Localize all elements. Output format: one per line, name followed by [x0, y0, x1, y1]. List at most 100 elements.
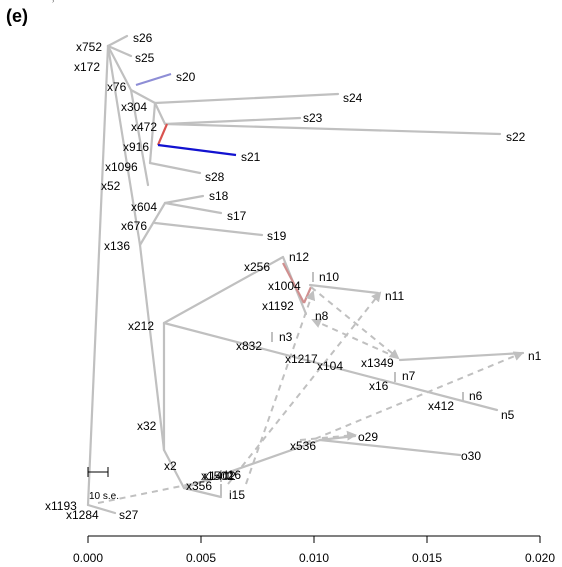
node-label-x412: x412 — [428, 399, 454, 413]
tree-edges — [86, 34, 525, 515]
node-label-s24: s24 — [343, 91, 363, 105]
leaf-ticks — [220, 272, 464, 496]
node-label-x604: x604 — [131, 200, 157, 214]
node-label-i15: i15 — [229, 488, 245, 502]
node-label-s17: s17 — [227, 209, 247, 223]
edge-root-s27 — [86, 503, 117, 515]
edge-x172-x136 — [106, 44, 142, 247]
dashed-migrations — [97, 286, 524, 504]
migration-edge-s20 — [135, 72, 172, 87]
edge-x604-s17 — [163, 201, 223, 215]
migration-edge-x256-x1192 — [282, 262, 305, 304]
edge-x1349-n1 — [398, 351, 525, 362]
node-label-n7: n7 — [402, 369, 416, 383]
x-axis-tick-label: 0.000 — [73, 551, 103, 565]
node-label-x1402: x1402 — [203, 469, 236, 483]
node-label-s22: s22 — [506, 130, 526, 144]
node-label-x536: x536 — [290, 439, 316, 453]
node-label-n6: n6 — [469, 389, 483, 403]
dashed-arrow-n11 — [227, 291, 382, 485]
dashed-arrow-x1004 — [245, 290, 316, 485]
node-label-x472: x472 — [131, 120, 157, 134]
x-axis-tick-label: 0.010 — [299, 551, 329, 565]
edge-x212-n5 — [162, 321, 499, 412]
node-label-s25: s25 — [135, 51, 155, 65]
edge-x2-x1502 — [182, 486, 223, 499]
node-label-s18: s18 — [209, 189, 229, 203]
node-label-n1: n1 — [528, 349, 542, 363]
node-label-n12: n12 — [289, 250, 309, 264]
node-label-x2: x2 — [164, 459, 177, 473]
edge-x32-x2 — [162, 448, 186, 490]
edge-x472-s23 — [163, 116, 302, 126]
node-label-s20: s20 — [176, 70, 196, 84]
node-label-s28: s28 — [205, 170, 225, 184]
node-label-x1284: x1284 — [66, 508, 99, 522]
x-axis: 0.000 0.005 0.010 0.015 0.020 — [73, 535, 555, 565]
node-label-x212: x212 — [128, 319, 154, 333]
node-label-x1096: x1096 — [105, 160, 138, 174]
node-label-x1502: x1502 — [201, 469, 234, 483]
scale-bar — [87, 467, 109, 477]
edge-x1004-n11 — [308, 283, 380, 295]
x-axis-tick-label: 0.015 — [412, 551, 442, 565]
edge-x604-s18 — [163, 194, 205, 205]
node-label-x32: x32 — [137, 419, 157, 433]
node-label-x104: x104 — [317, 359, 343, 373]
edge-x212-x256 — [162, 255, 285, 325]
node-label-x256: x256 — [244, 260, 270, 274]
edge-x304-x472 — [153, 101, 167, 126]
node-label-s26: s26 — [133, 31, 153, 45]
node-label-o30: o30 — [461, 449, 481, 463]
node-label-x1192: x1192 — [262, 299, 294, 313]
edge-x76-x52 — [129, 88, 150, 187]
node-label-i16: i16 — [225, 468, 241, 482]
node-label-s27: s27 — [119, 508, 139, 522]
node-label-x1193: x1193 — [45, 499, 77, 513]
node-label-x172: x172 — [74, 60, 100, 74]
edge-x304-x1096 — [148, 101, 157, 165]
x-axis-tick-label: 0.005 — [186, 551, 216, 565]
node-label-n10: n10 — [319, 270, 339, 284]
x-axis-tick-label: 0.020 — [525, 551, 555, 565]
node-label-x16: x16 — [369, 379, 389, 393]
node-label-x304: x304 — [121, 100, 147, 114]
edge-x472-s22 — [163, 122, 502, 136]
node-label-o29: o29 — [358, 430, 378, 444]
node-labels: x752 x172 s26 s25 x76 s20 x304 s24 x472 … — [45, 31, 542, 522]
edge-x752-s25 — [106, 44, 133, 58]
dashed-line-x1284 — [97, 477, 222, 504]
node-label-s19: s19 — [267, 229, 287, 243]
node-label-x832: x832 — [236, 339, 262, 353]
node-label-x916: x916 — [123, 140, 149, 154]
node-label-x1349: x1349 — [361, 356, 394, 370]
dashed-arrow-o29 — [299, 430, 357, 441]
edge-x752-s26 — [106, 34, 129, 48]
migration-edges — [135, 72, 313, 304]
node-label-x52: x52 — [101, 179, 121, 193]
edge-x676-s19 — [153, 221, 264, 237]
node-label-s21: s21 — [241, 150, 261, 164]
edge-x76-x304 — [129, 88, 157, 105]
node-label-s23: s23 — [303, 111, 323, 125]
clipped-text-fragment: › — [52, 0, 55, 5]
node-label-n8: n8 — [315, 309, 329, 323]
node-label-n11: n11 — [385, 289, 404, 303]
node-label-x752: x752 — [76, 40, 102, 54]
node-label-x136: x136 — [104, 239, 130, 253]
node-label-n3: n3 — [279, 330, 293, 344]
dashed-arrow-n8 — [311, 318, 399, 359]
node-label-x676: x676 — [121, 219, 147, 233]
migration-edge-x1192-x1004 — [302, 286, 313, 304]
dashed-arrow-x1349 — [310, 286, 400, 360]
edge-x304-s24 — [153, 92, 340, 105]
node-label-n5: n5 — [501, 408, 515, 422]
edge-x172-x76 — [106, 44, 133, 92]
node-label-x356: x356 — [186, 479, 212, 493]
scale-bar-label: 10 s.e. — [89, 491, 119, 502]
migration-edge-s21 — [157, 143, 237, 157]
node-label-x1004: x1004 — [268, 279, 301, 293]
edge-x136-x604 — [138, 201, 167, 247]
panel-label: (e) — [6, 6, 28, 26]
